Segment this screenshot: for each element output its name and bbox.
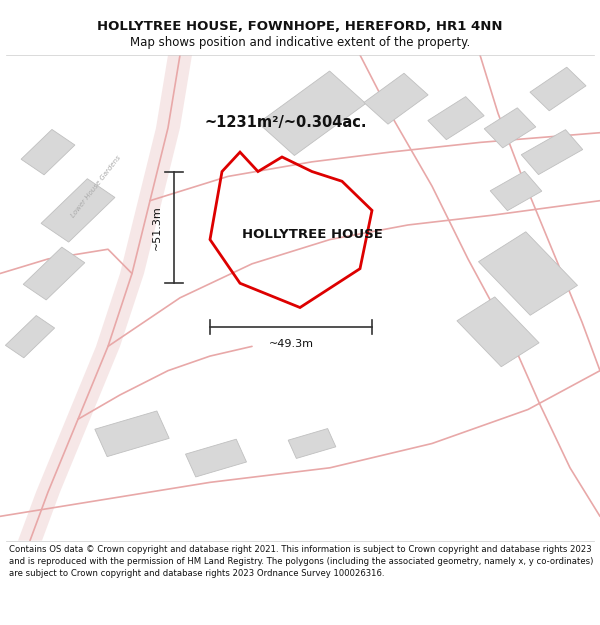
Polygon shape xyxy=(530,68,586,111)
Polygon shape xyxy=(21,129,75,175)
Text: ~51.3m: ~51.3m xyxy=(152,205,162,250)
Text: HOLLYTREE HOUSE, FOWNHOPE, HEREFORD, HR1 4NN: HOLLYTREE HOUSE, FOWNHOPE, HEREFORD, HR1… xyxy=(97,20,503,32)
Polygon shape xyxy=(364,73,428,124)
Polygon shape xyxy=(185,439,247,477)
Polygon shape xyxy=(258,71,366,156)
Polygon shape xyxy=(23,247,85,300)
Polygon shape xyxy=(428,97,484,139)
Text: Lower House Gardens: Lower House Gardens xyxy=(70,154,122,218)
Text: Map shows position and indicative extent of the property.: Map shows position and indicative extent… xyxy=(130,36,470,49)
Polygon shape xyxy=(288,429,336,459)
Polygon shape xyxy=(18,55,192,541)
Text: ~49.3m: ~49.3m xyxy=(269,339,314,349)
Polygon shape xyxy=(490,171,542,211)
Polygon shape xyxy=(41,179,115,242)
Polygon shape xyxy=(521,129,583,174)
Text: Contains OS data © Crown copyright and database right 2021. This information is : Contains OS data © Crown copyright and d… xyxy=(9,545,593,578)
Text: ~1231m²/~0.304ac.: ~1231m²/~0.304ac. xyxy=(204,116,367,131)
Polygon shape xyxy=(457,297,539,367)
Text: HOLLYTREE HOUSE: HOLLYTREE HOUSE xyxy=(242,228,382,241)
Polygon shape xyxy=(5,316,55,357)
Polygon shape xyxy=(95,411,169,457)
Polygon shape xyxy=(479,232,577,315)
Polygon shape xyxy=(484,107,536,148)
